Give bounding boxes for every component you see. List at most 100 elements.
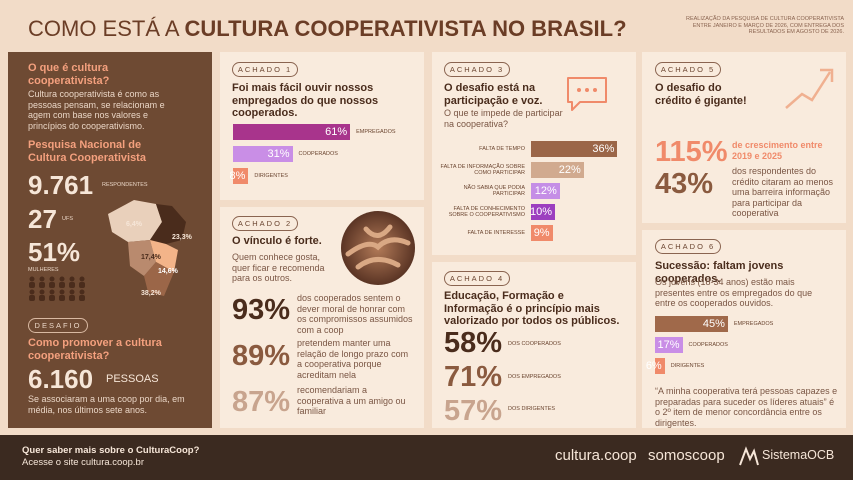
bar-name: FALTA DE TEMPO [479,145,525,152]
finding-subtitle: O que te impede de participar na coopera… [444,108,563,129]
footer: Quer saber mais sobre o CulturaCoop? Ace… [0,435,853,480]
women-label: MULHERES [28,267,59,273]
respondents-value: 9.761 [28,170,94,200]
sidebar-answer: Cultura cooperativista é como as pessoas… [28,89,165,131]
stat-value: 115% [655,136,728,168]
people-icons [29,276,85,301]
survey-title: Pesquisa Nacional de Cultura Cooperativi… [28,139,146,164]
bar: 61% [233,124,351,140]
finding-title: Foi mais fácil ouvir nossos empregados d… [232,82,379,119]
bar-name: FALTA DE INTERESSE [467,229,525,236]
bar-name: FALTA DE INFORMAÇÃO SOBRE COMO PARTICIPA… [440,163,525,177]
stat-value: 71% [444,361,503,393]
region-label: 17,4% [141,254,161,261]
bar: 12% [531,183,560,199]
stat-text: pretendem manter uma relação de longo pr… [297,338,409,380]
people-text: Se associaram a uma coop por dia, em méd… [28,394,185,415]
finding-title: O desafio está na participação e voz. [444,82,543,107]
finding-tag: ACHADO 5 [655,62,721,77]
ocb-icon [739,446,759,466]
people-value: 6.160 [28,364,94,394]
bar-name: DIRIGENTES [670,363,705,369]
bar: 8% [229,168,249,184]
ufs-value: 27 [28,204,57,234]
region-label: 38,2% [141,290,161,297]
bar-name: COOPERADOS [688,342,728,348]
bar: 6% [646,358,665,374]
footer-question: Quer saber mais sobre o CulturaCoop? [22,445,200,456]
region-label: 23,3% [172,234,192,241]
bar: 10% [530,204,555,220]
chat-icon [567,77,607,111]
logo: SistemaOCB [762,448,835,462]
bar-label: 17% [657,339,680,351]
stat-text: de crescimento entre 2019 e 2025 [732,140,823,161]
finding-subtitle: Os jovens (18-34 anos) estão mais presen… [655,277,813,308]
stat-label: DOS DIRIGENTES [508,406,556,412]
bar-name: NÃO SABIA QUE PODIA PARTICIPAR [463,184,525,198]
region-label: 6,4% [126,221,142,228]
region-label: 14,6% [158,268,178,275]
stat-value: 43% [655,168,714,200]
sidebar-question: O que é cultura cooperativista? [28,62,110,87]
stat-value: 57% [444,395,503,427]
bar-name: FALTA DE CONHECIMENTO SOBRE O COOPERATIV… [448,205,525,219]
stat-value: 89% [232,340,291,372]
bar-label: 6% [645,360,662,372]
hands-photo [341,211,415,285]
bar: 45% [655,316,728,332]
bar-label: 8% [229,170,246,182]
stat-label: DOS EMPREGADOS [508,374,561,380]
title-bold: CULTURA COOPERATIVISTA NO BRASIL? [184,16,627,41]
finding-tag: ACHADO 2 [232,216,298,231]
header-note: REALIZAÇÃO DA PESQUISA DE CULTURA COOPER… [685,16,844,35]
finding-card: ACHADO 1 Foi mais fácil ouvir nossos emp… [220,52,424,200]
finding-tag: ACHADO 3 [444,62,510,77]
bar-label: 45% [702,318,725,330]
brazil-map [108,200,186,296]
bar-name: COOPERADOS [298,151,338,157]
bar-label: 22% [558,164,581,176]
growth-icon [785,68,834,109]
finding-subtitle: Quem conhece gosta, quer ficar e recomen… [232,252,325,283]
challenge-question: Como promover a cultura cooperativista? [28,337,162,362]
footer-link: Acesse o site cultura.coop.br [22,457,144,468]
stat-text: dos respondentes do crédito citaram ao m… [732,166,834,218]
bar: 9% [531,225,553,241]
finding-card: ACHADO 2 O vínculo é forte. Quem conhece… [220,207,424,428]
ufs-label: UFS [62,216,73,222]
finding-title: O vínculo é forte. [232,235,322,247]
women-value: 51% [28,237,81,267]
stat-text: recomendariam a cooperativa a um amigo o… [297,385,406,416]
finding-card: ACHADO 3 O desafio está na participação … [432,52,636,255]
finding-tag: ACHADO 6 [655,239,721,254]
finding-card: ACHADO 6 Sucessão: faltam jovens coopera… [642,230,846,428]
finding-tag: ACHADO 4 [444,271,510,286]
bar: 31% [233,146,293,162]
finding-title: Sucessão: faltam jovens cooperados. [655,260,784,285]
stat-label: DOS COOPERADOS [508,341,561,347]
stat-value: 58% [444,327,503,359]
title: COMO ESTÁ A CULTURA COOPERATIVISTA NO BR… [28,16,627,42]
quote: “A minha cooperativa terá pessoas capaze… [655,386,838,428]
finding-card: ACHADO 5 O desafio do crédito é gigante!… [642,52,846,223]
bar: 36% [531,141,618,157]
bar-label: 31% [267,148,290,160]
finding-title: Educação, Formação e Informação é o prin… [444,290,620,327]
bar-label: 61% [325,126,348,138]
title-prefix: COMO ESTÁ A [28,16,185,41]
logo: cultura.coop [555,447,637,464]
bar: 17% [655,337,683,353]
bar-label: 9% [533,227,550,239]
challenge-tag: DESAFIO [28,318,88,333]
respondents-label: RESPONDENTES [102,182,148,188]
bar-name: EMPREGADOS [733,321,774,327]
finding-title: O desafio do crédito é gigante! [655,82,747,107]
finding-tag: ACHADO 1 [232,62,298,77]
logo: somoscoop [648,447,725,464]
stat-text: dos cooperados sentem o dever moral de h… [297,293,413,335]
bar-name: EMPREGADOS [356,129,396,135]
stat-value: 93% [232,294,291,326]
bar-name: DIRIGENTES [254,173,288,179]
